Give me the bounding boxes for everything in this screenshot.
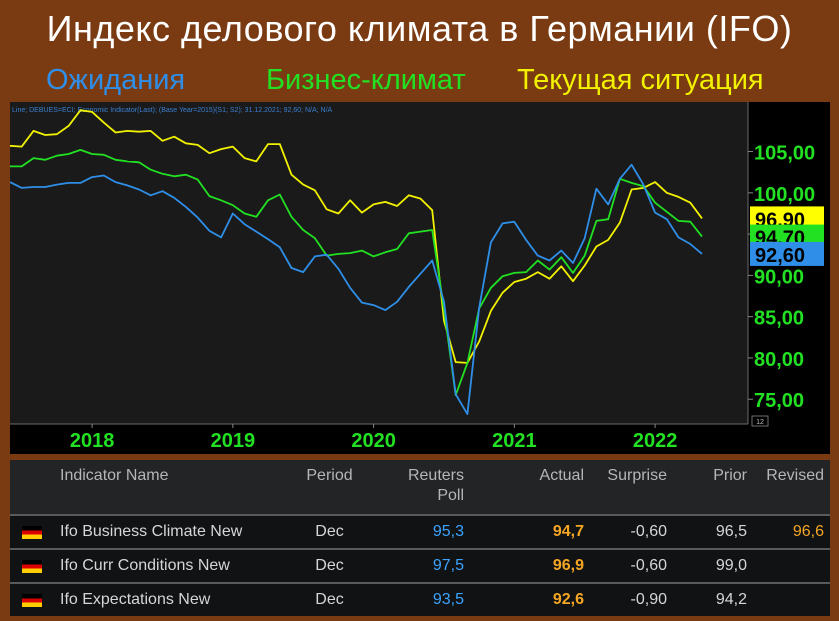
table-row[interactable]: Ifo Business Climate New Dec 95,3 94,7 -… bbox=[10, 516, 830, 548]
last-value-tag-label: 92,60 bbox=[755, 245, 805, 267]
indicator-table: Indicator Name Period Reuters Poll Actua… bbox=[10, 460, 830, 616]
col-reuters-poll-line1: Reuters bbox=[407, 467, 464, 484]
series-line-0 bbox=[10, 109, 703, 364]
row-prior: 94,2 bbox=[673, 584, 753, 616]
col-indicator-name[interactable]: Indicator Name bbox=[53, 460, 269, 514]
x-tick-label: 2020 bbox=[351, 430, 396, 452]
x-tick-label: 2018 bbox=[70, 430, 115, 452]
row-prior: 96,5 bbox=[673, 516, 753, 548]
series-line-1 bbox=[10, 149, 703, 397]
x-tick-label: 2022 bbox=[633, 430, 678, 452]
row-prior: 99,0 bbox=[673, 550, 753, 582]
table-row[interactable]: Ifo Curr Conditions New Dec 97,5 96,9 -0… bbox=[10, 550, 830, 582]
row-poll: 97,5 bbox=[390, 550, 470, 582]
row-surprise: -0,60 bbox=[590, 550, 673, 582]
series-layer bbox=[10, 109, 703, 416]
y-tick-label: 105,00 bbox=[754, 143, 815, 165]
legend-current-situation: Текущая ситуация bbox=[517, 64, 764, 96]
y-tick-label: 90,00 bbox=[754, 266, 804, 288]
series-line-2 bbox=[10, 163, 703, 416]
row-revised bbox=[753, 584, 830, 616]
col-revised[interactable]: Revised bbox=[753, 460, 830, 514]
table-row[interactable]: Ifo Expectations New Dec 93,5 92,6 -0,90… bbox=[10, 584, 830, 616]
row-period: Dec bbox=[269, 516, 390, 548]
chart-info-line: Line; DEBUES=ECI; Economic Indicator(Las… bbox=[12, 107, 333, 114]
x-tick-label: 2021 bbox=[492, 430, 537, 452]
col-actual[interactable]: Actual bbox=[470, 460, 590, 514]
y-tick-label: 85,00 bbox=[754, 308, 804, 330]
plot-area bbox=[10, 102, 748, 424]
col-reuters-poll-line2: Poll bbox=[437, 487, 464, 504]
germany-flag-icon bbox=[22, 594, 42, 607]
col-prior[interactable]: Prior bbox=[673, 460, 753, 514]
row-revised: 96,6 bbox=[753, 516, 830, 548]
row-actual: 96,9 bbox=[470, 550, 590, 582]
flag-column-header bbox=[10, 460, 53, 514]
row-indicator-name: Ifo Curr Conditions New bbox=[53, 550, 269, 582]
ifo-line-chart: Line; DEBUES=ECI; Economic Indicator(Las… bbox=[10, 102, 830, 454]
legend: Ожидания Бизнес-климат Текущая ситуация bbox=[0, 62, 839, 98]
last-value-tag-bg bbox=[750, 241, 824, 266]
row-actual: 94,7 bbox=[470, 516, 590, 548]
corner-badge: 12 bbox=[756, 419, 764, 426]
row-indicator-name: Ifo Business Climate New bbox=[53, 516, 269, 548]
row-surprise: -0,60 bbox=[590, 516, 673, 548]
y-tick-label: 80,00 bbox=[754, 349, 804, 371]
row-revised bbox=[753, 550, 830, 582]
col-surprise[interactable]: Surprise bbox=[590, 460, 673, 514]
legend-expectations: Ожидания bbox=[46, 64, 186, 96]
legend-business-climate: Бизнес-климат bbox=[266, 64, 466, 96]
last-value-tag: 92,60 bbox=[750, 241, 824, 267]
col-reuters-poll[interactable]: Reuters Poll bbox=[390, 460, 470, 514]
row-actual: 92,6 bbox=[470, 584, 590, 616]
y-tick-label: 75,00 bbox=[754, 390, 804, 412]
germany-flag-icon bbox=[22, 526, 42, 539]
corner-badge-frame bbox=[751, 415, 769, 427]
row-indicator-name: Ifo Expectations New bbox=[53, 584, 269, 616]
row-period: Dec bbox=[269, 584, 390, 616]
row-surprise: -0,90 bbox=[590, 584, 673, 616]
row-poll: 95,3 bbox=[390, 516, 470, 548]
x-tick-label: 2019 bbox=[211, 430, 256, 452]
row-poll: 93,5 bbox=[390, 584, 470, 616]
page-title: Индекс делового климата в Германии (IFO) bbox=[46, 8, 793, 49]
y-tick-label: 100,00 bbox=[754, 184, 815, 206]
germany-flag-icon bbox=[22, 560, 42, 573]
table-header-row: Indicator Name Period Reuters Poll Actua… bbox=[10, 460, 830, 514]
col-period[interactable]: Period bbox=[269, 460, 390, 514]
x-axis-ticks: 2018 2019 2020 2021 2022 bbox=[70, 424, 677, 452]
row-period: Dec bbox=[269, 550, 390, 582]
